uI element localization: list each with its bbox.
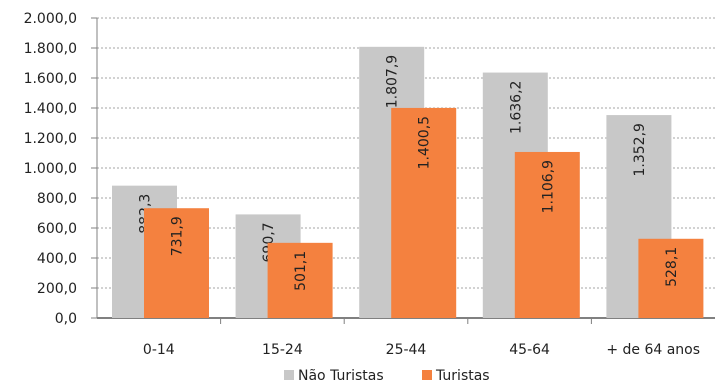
bar-turistas	[144, 208, 209, 318]
legend-swatch	[422, 370, 432, 380]
legend-label: Não Turistas	[298, 368, 384, 384]
x-category-label: 25-44	[386, 342, 427, 358]
legend-swatch	[284, 370, 294, 380]
y-tick-label: 800,0	[37, 191, 77, 207]
data-label: 1.807,9	[385, 55, 401, 108]
y-tick-label: 1.800,0	[24, 41, 77, 57]
y-tick-label: 1.200,0	[24, 131, 77, 147]
x-category-label: + de 64 anos	[606, 342, 700, 358]
bar-turistas	[514, 151, 580, 318]
y-tick-label: 2.000,0	[24, 11, 77, 27]
bar-turistas	[638, 238, 704, 318]
y-tick-label: 200,0	[37, 281, 77, 297]
x-category-label: 0-14	[143, 342, 175, 358]
y-tick-label: 600,0	[37, 221, 77, 237]
x-category-label: 45-64	[509, 342, 550, 358]
y-tick-label: 1.600,0	[24, 71, 77, 87]
data-label: 1.400,5	[417, 116, 433, 169]
bar-turistas	[391, 107, 457, 318]
legend-label: Turistas	[435, 368, 490, 384]
data-label: 528,1	[664, 247, 680, 287]
y-tick-label: 400,0	[37, 251, 77, 267]
y-tick-label: 1.000,0	[24, 161, 77, 177]
y-tick-label: 1.400,0	[24, 101, 77, 117]
data-label: 1.106,9	[540, 160, 556, 213]
bar-turistas	[267, 242, 333, 318]
data-label: 1.636,2	[508, 81, 524, 134]
data-label: 731,9	[170, 216, 186, 256]
x-category-label: 15-24	[262, 342, 303, 358]
data-label: 1.352,9	[632, 123, 648, 176]
y-tick-label: 0,0	[55, 311, 77, 327]
data-label: 501,1	[293, 251, 309, 291]
